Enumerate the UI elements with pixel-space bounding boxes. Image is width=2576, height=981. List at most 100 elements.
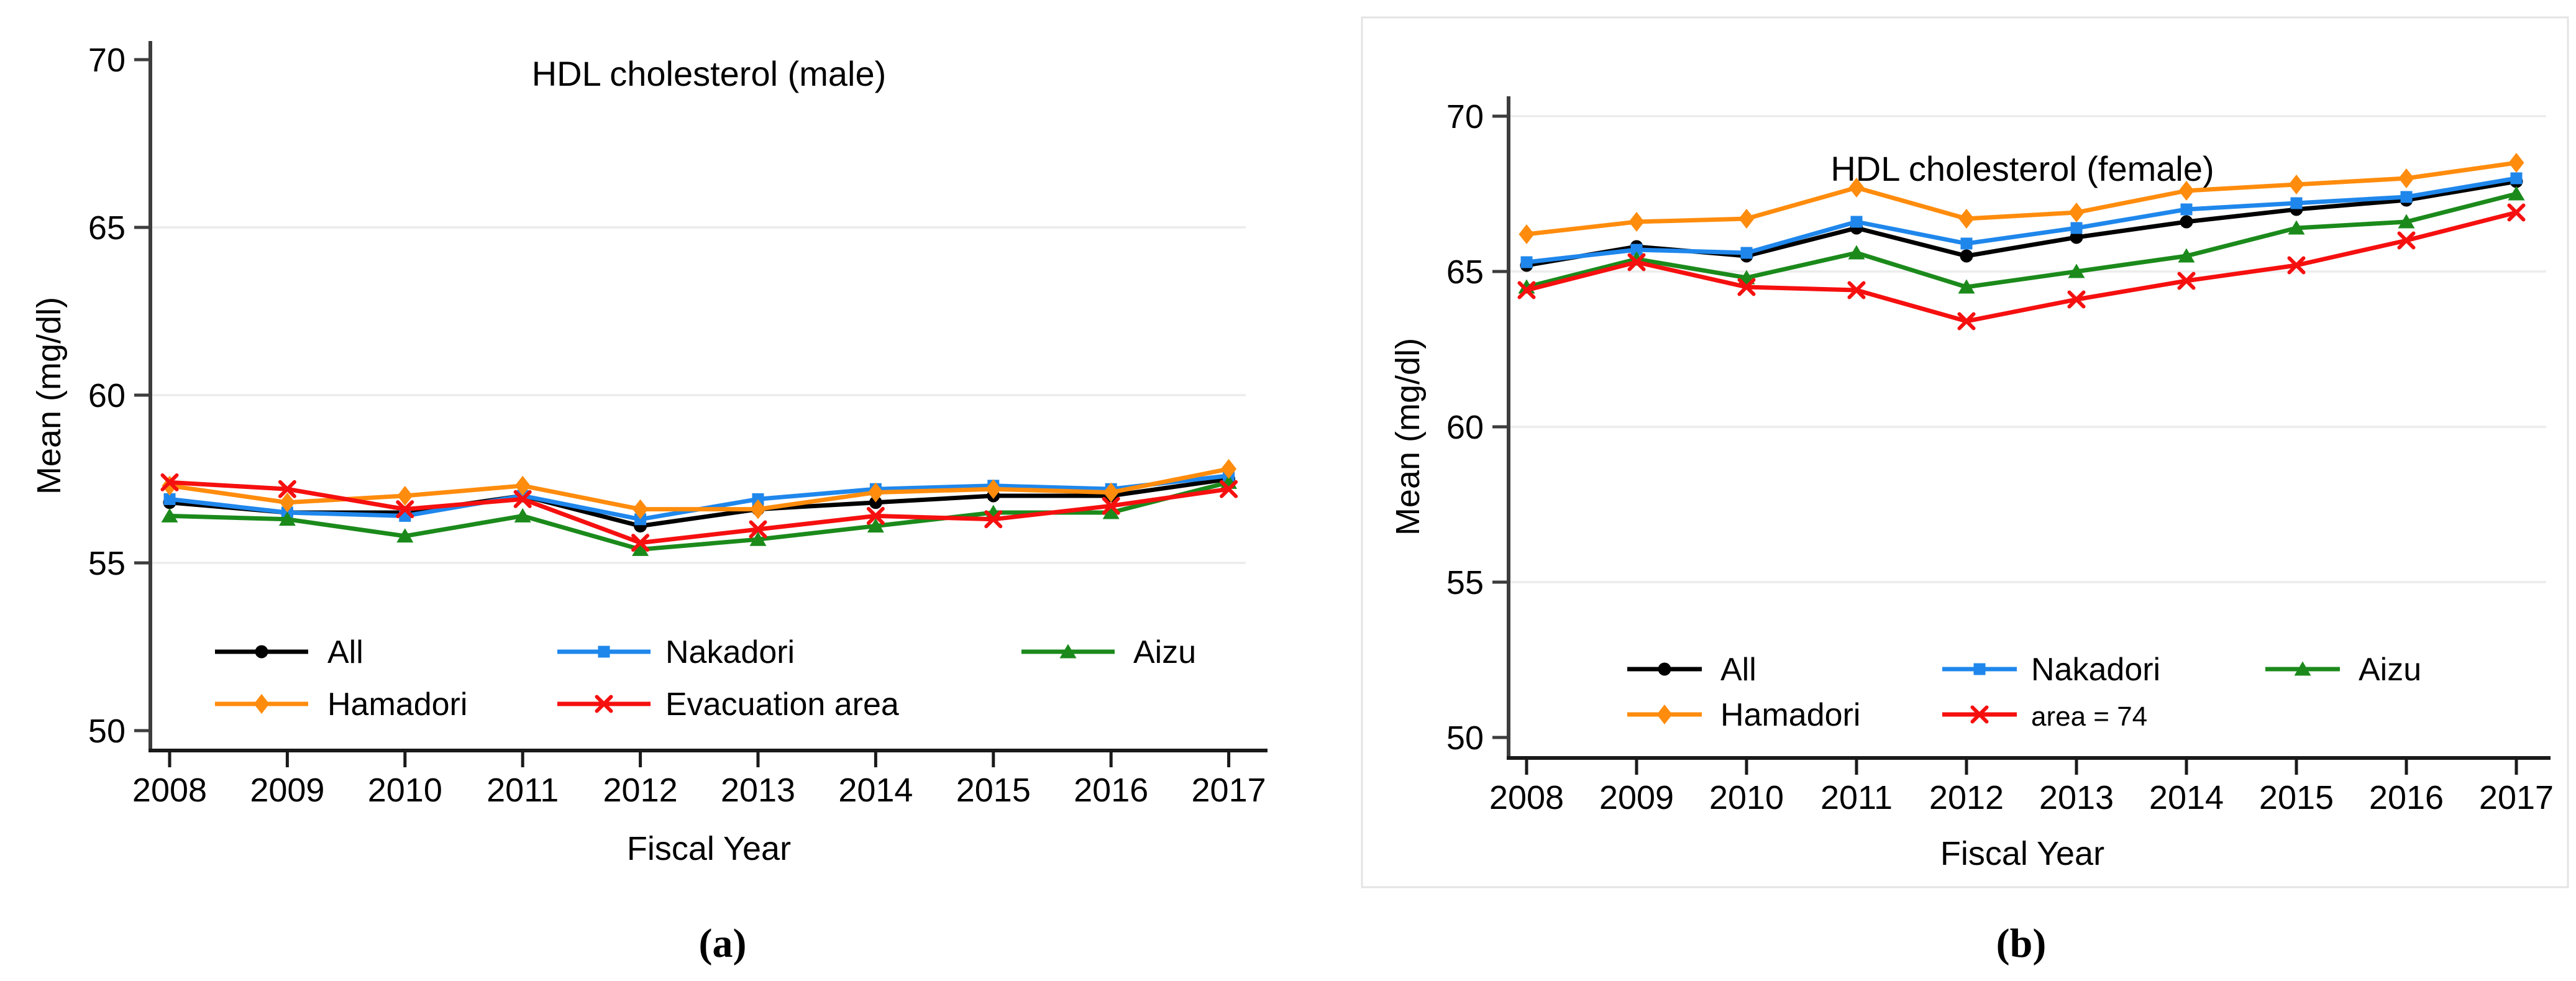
marker-area-74-2012 [1957, 312, 1976, 331]
marker-area-74-2013 [2067, 290, 2086, 309]
square-marker [2290, 197, 2303, 209]
series-line-evacuation-area [167, 480, 1231, 545]
diamond-marker [985, 479, 1002, 500]
marker-nakadori-2014 [2180, 203, 2193, 216]
diamond-marker [1848, 178, 1865, 198]
x-marker [2177, 271, 2196, 290]
marker-aizu-2013 [749, 531, 767, 546]
triangle-marker [2398, 214, 2415, 229]
x-marker [2507, 203, 2526, 222]
marker-aizu-2012 [632, 541, 649, 556]
x-tick-label-2017: 2017 [1192, 772, 1266, 809]
legend-item-evacuation-area: Evacuation area [557, 687, 899, 723]
triangle-marker [2178, 248, 2195, 263]
caption-female: (b) [1996, 921, 2047, 966]
y-tick-label-60: 60 [1446, 409, 1484, 446]
triangle-marker [161, 508, 178, 522]
x-marker [1517, 281, 1536, 299]
series-hamadori [1519, 153, 2524, 244]
marker-aizu-2016 [1102, 504, 1120, 519]
legend-label-hamadori: Hamadori [1720, 697, 1860, 733]
diamond-marker [867, 482, 884, 503]
diamond-marker [514, 475, 531, 496]
x-tick-label-2015: 2015 [2259, 779, 2334, 816]
square-marker [2180, 203, 2193, 216]
square-marker [2070, 222, 2083, 234]
x-marker [2067, 290, 2086, 309]
marker-all-2012 [1960, 249, 1973, 263]
square-marker [163, 493, 176, 505]
marker-hamadori-2008 [1519, 224, 1535, 244]
marker-nakadori-2013 [2070, 222, 2083, 234]
x-marker [984, 510, 1003, 529]
marker-hamadori-2014 [867, 482, 884, 503]
triangle-marker [1958, 279, 1975, 294]
x-tick-label-2010: 2010 [1709, 779, 1784, 816]
x-tick-label-2017: 2017 [2479, 779, 2554, 816]
marker-hamadori-2013 [2068, 203, 2085, 222]
marker-hamadori-2010 [397, 486, 413, 506]
square-marker [634, 513, 647, 526]
x-marker [1847, 281, 1866, 299]
triangle-marker [396, 528, 414, 543]
triangle-marker [278, 511, 296, 526]
chart-title: HDL cholesterol (male) [532, 54, 887, 93]
marker-area-74-2008 [1517, 281, 1536, 299]
legend-marker-hamadori [253, 694, 270, 714]
legend-marker-all [1658, 662, 1671, 676]
circle-marker [2070, 230, 2083, 244]
marker-all-2013 [2070, 230, 2083, 244]
legend-label-all: All [327, 634, 363, 670]
x-tick-label-2009: 2009 [250, 772, 324, 809]
triangle-marker [2288, 220, 2305, 235]
diamond-marker [1519, 224, 1535, 244]
x-tick-label-2012: 2012 [1929, 779, 2004, 816]
y-tick-label-65: 65 [88, 209, 126, 247]
series-line-hamadori [1524, 160, 2519, 237]
diamond-marker [1221, 459, 1237, 479]
x-tick-label-2013: 2013 [2039, 779, 2114, 816]
legend-label-nakadori: Nakadori [2031, 652, 2160, 688]
series-line-nakadori [1524, 176, 2519, 265]
diamond-marker [750, 499, 766, 519]
legend: All Nakadori Aizu Hamadori area = 74 [1627, 652, 2421, 733]
y-tick-label-50: 50 [88, 713, 126, 750]
diamond-marker [2508, 153, 2524, 173]
x-tick-label-2014: 2014 [838, 772, 913, 809]
legend-marker-nakadori [1973, 663, 1986, 675]
marker-area-74-2017 [2507, 203, 2526, 222]
legend: All Nakadori Aizu Hamadori Evacuation area [215, 634, 1196, 723]
x-marker [631, 534, 650, 552]
square-marker [1850, 216, 1863, 228]
legend-item-aizu: Aizu [2265, 652, 2421, 688]
marker-aizu-2015 [2288, 220, 2305, 235]
legend-item-hamadori: Hamadori [1627, 697, 1860, 733]
marker-nakadori-2013 [752, 493, 764, 505]
marker-aizu-2017 [2508, 186, 2525, 201]
x-marker [1737, 278, 1756, 296]
series-line-aizu [1524, 191, 2519, 290]
marker-hamadori-2017 [2508, 153, 2524, 173]
marker-hamadori-2011 [1848, 178, 1865, 198]
legend-marker-aizu [2294, 661, 2311, 676]
y-axis-label: Mean (mg/dl) [1389, 338, 1427, 536]
marker-area-74-2010 [1737, 278, 1756, 296]
x-tick-label-2014: 2014 [2149, 779, 2224, 816]
x-marker [1970, 705, 1989, 724]
legend-marker-aizu [1059, 644, 1077, 659]
marker-area-74-2011 [1847, 281, 1866, 299]
marker-hamadori-2011 [514, 475, 531, 496]
marker-evacuation-area-2011 [513, 490, 532, 508]
square-marker [2510, 172, 2523, 185]
x-marker [278, 480, 296, 498]
triangle-marker [867, 518, 884, 533]
x-tick-label-2008: 2008 [1489, 779, 1564, 816]
caption-male: (a) [699, 921, 747, 966]
marker-aizu-2016 [2398, 214, 2415, 229]
marker-all-2014 [869, 496, 882, 509]
marker-evacuation-area-2012 [631, 534, 650, 552]
x-tick-label-2010: 2010 [368, 772, 442, 809]
